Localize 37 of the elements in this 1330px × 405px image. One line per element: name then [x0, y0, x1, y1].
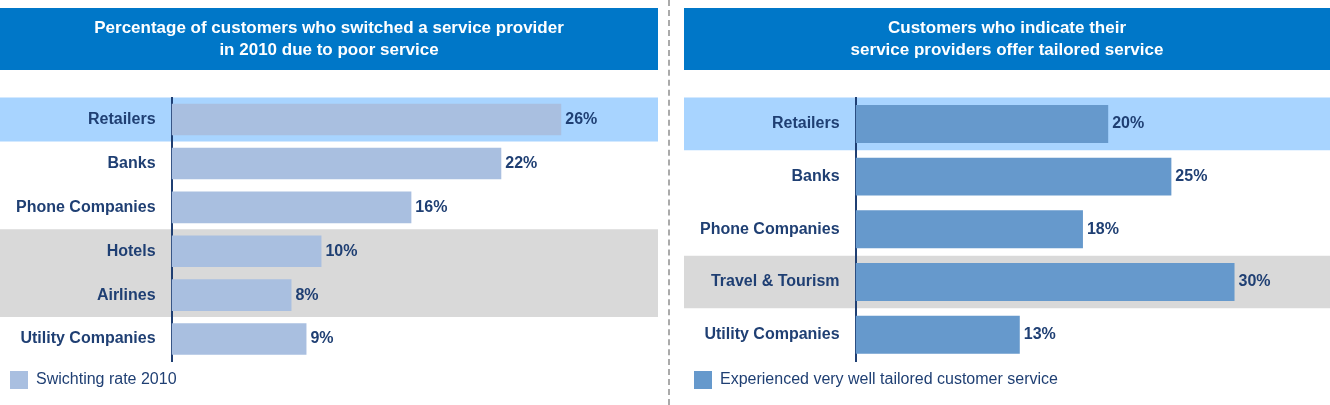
- data-label: 26%: [565, 109, 598, 127]
- data-label: 18%: [1086, 219, 1119, 237]
- data-label: 13%: [1023, 325, 1056, 343]
- chart-title: Percentage of customers who switched a service provider in 2010 due to poor service: [0, 8, 658, 70]
- data-label: 16%: [415, 197, 448, 215]
- data-label: 8%: [295, 285, 319, 303]
- y-tick-label: Phone Companies: [16, 197, 156, 215]
- data-label: 10%: [325, 241, 358, 259]
- y-tick-label: Phone Companies: [700, 219, 840, 237]
- bar: [171, 323, 307, 355]
- y-tick-label: Utility Companies: [20, 329, 156, 347]
- y-tick-label: Hotels: [106, 241, 156, 259]
- bar: [171, 191, 412, 224]
- legend-label: Swichting rate 2010: [36, 370, 177, 388]
- data-label: 25%: [1175, 167, 1208, 185]
- bar: [855, 210, 1083, 249]
- y-tick-label: Retailers: [87, 109, 156, 127]
- y-tick-label: Banks: [791, 167, 840, 185]
- legend-label: Experienced very well tailored customer service: [720, 370, 1059, 388]
- y-tick-label: Travel & Tourism: [710, 272, 840, 290]
- y-tick-label: Banks: [107, 153, 156, 171]
- bar: [855, 157, 1172, 196]
- y-tick-label: Utility Companies: [704, 325, 840, 343]
- bar: [171, 235, 322, 268]
- bar: [855, 315, 1020, 354]
- bar: [855, 104, 1109, 143]
- bar: [171, 147, 502, 180]
- bar: [171, 103, 562, 136]
- y-tick-label: Retailers: [771, 114, 840, 132]
- data-label: 22%: [505, 153, 538, 171]
- data-label: 20%: [1112, 114, 1145, 132]
- y-tick-label: Airlines: [96, 285, 156, 303]
- data-label: 9%: [310, 329, 334, 347]
- bar: [855, 263, 1235, 301]
- chart-title: Customers who indicate their service providers offer tailored service: [684, 8, 1330, 70]
- data-label: 30%: [1238, 272, 1271, 290]
- bar: [171, 279, 292, 311]
